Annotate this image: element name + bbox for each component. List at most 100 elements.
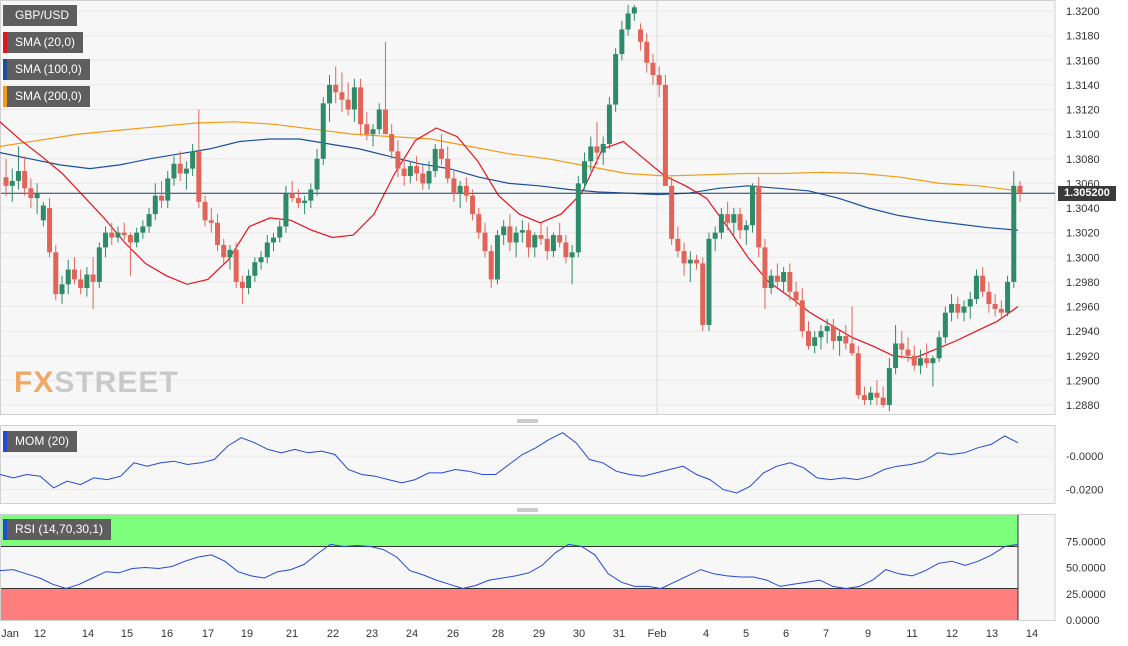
- mom-tick-label: -0.0000: [1066, 451, 1103, 463]
- candle-body: [868, 392, 874, 401]
- mom-panel-bg: [0, 425, 1056, 504]
- candle-body: [65, 269, 71, 285]
- candle-body: [513, 232, 519, 243]
- candle-body: [613, 54, 619, 105]
- candle-body: [650, 62, 656, 76]
- candle-body: [358, 87, 364, 125]
- candle-body: [843, 336, 849, 344]
- candle-body: [569, 252, 575, 258]
- candle-body: [538, 235, 544, 239]
- legend-sma200-label: SMA (200,0): [15, 89, 82, 103]
- fxstreet-logo: FXSTREET: [14, 366, 179, 400]
- candle-body: [426, 171, 432, 184]
- price-tick-label: 1.3080: [1066, 154, 1100, 166]
- candle-body: [507, 226, 513, 243]
- candle-body: [264, 242, 270, 258]
- candle-body: [127, 235, 133, 243]
- legend-rsi-label: RSI (14,70,30,1): [15, 522, 104, 536]
- candle-body: [289, 193, 295, 199]
- logo-part2: STREET: [54, 366, 179, 399]
- candle-body: [917, 358, 923, 366]
- time-tick-label: 14: [82, 628, 94, 640]
- candle-body: [899, 343, 905, 350]
- candle-body: [326, 84, 332, 104]
- price-tick-label: 1.2960: [1066, 302, 1100, 314]
- candle-body: [526, 230, 532, 248]
- price-tick-label: 1.3160: [1066, 55, 1100, 67]
- candle-body: [905, 349, 911, 356]
- time-tick-label: 7: [823, 628, 829, 640]
- candle-body: [376, 109, 382, 130]
- candle-body: [171, 163, 177, 179]
- candle-body: [339, 92, 345, 100]
- legend-sma20[interactable]: SMA (20,0): [3, 32, 84, 53]
- candle-body: [414, 166, 420, 174]
- candle-body: [942, 312, 948, 338]
- candle-body: [370, 129, 376, 135]
- candle-body: [152, 195, 158, 215]
- candle-body: [725, 214, 731, 223]
- candle-body: [774, 275, 780, 282]
- candle-body: [382, 109, 388, 135]
- sma200-line: [0, 121, 1019, 192]
- candle-body: [320, 103, 326, 159]
- legend-rsi[interactable]: RSI (14,70,30,1): [3, 519, 112, 540]
- candle-body: [159, 195, 165, 201]
- candle-body: [146, 214, 152, 227]
- candle-body: [457, 185, 463, 194]
- candle-body: [258, 257, 264, 263]
- candle-body: [84, 274, 90, 289]
- candle-body: [681, 251, 687, 264]
- time-tick-label: 9: [865, 628, 871, 640]
- candle-body: [121, 232, 127, 236]
- candle-body: [40, 205, 46, 221]
- rsi-tick-label: 50.0000: [1066, 563, 1106, 575]
- candle-body: [15, 171, 21, 181]
- candle-body: [302, 200, 308, 204]
- candle-body: [787, 272, 793, 292]
- price-tick-label: 1.3020: [1066, 228, 1100, 240]
- candle-body: [750, 185, 756, 226]
- candle-body: [768, 275, 774, 289]
- price-tick-label: 1.3180: [1066, 31, 1100, 43]
- candle-body: [190, 151, 196, 169]
- legend-swatch: [3, 32, 7, 53]
- candle-body: [737, 214, 743, 231]
- candle-body: [432, 148, 438, 172]
- candle-body: [246, 275, 252, 289]
- sma100-line: [0, 138, 1019, 231]
- candle-body: [949, 304, 955, 313]
- time-tick-label: 17: [202, 628, 214, 640]
- candle-body: [557, 235, 563, 243]
- candle-body: [71, 269, 77, 280]
- candle-body: [936, 337, 942, 359]
- legend-mom[interactable]: MOM (20): [3, 431, 77, 452]
- candle-body: [687, 259, 693, 264]
- time-axis: Jan 12 14 15 16 17 19 21 22 23 24 26 28 29 30 31 Feb 4 5 6 7…: [1, 628, 1038, 640]
- candle-body: [669, 185, 675, 239]
- candle-body: [165, 178, 171, 201]
- candle-body: [818, 331, 824, 338]
- candle-body: [781, 272, 787, 282]
- candle-body: [638, 29, 644, 42]
- momentum-panel: -0.0000 -0.0200: [0, 432, 1103, 497]
- legend-symbol[interactable]: GBP/USD: [3, 5, 78, 26]
- candle-body: [389, 134, 395, 152]
- legend-sma100[interactable]: SMA (100,0): [3, 59, 90, 80]
- legend-mom-label: MOM (20): [15, 434, 69, 448]
- candle-body: [196, 151, 202, 202]
- candle-body: [221, 244, 227, 258]
- grid-lines: [0, 0, 1056, 621]
- candle-body: [314, 158, 320, 190]
- time-tick-label: 31: [613, 628, 625, 640]
- candle-body: [544, 238, 550, 252]
- time-tick-label: 24: [406, 628, 418, 640]
- candle-body: [830, 326, 836, 341]
- price-tick-label: 1.3120: [1066, 105, 1100, 117]
- rsi-panel: 75.0000 50.0000 25.0000 0.0000: [0, 515, 1106, 627]
- candle-body: [519, 230, 525, 233]
- legend-sma200[interactable]: SMA (200,0): [3, 86, 90, 107]
- candle-body: [103, 232, 109, 248]
